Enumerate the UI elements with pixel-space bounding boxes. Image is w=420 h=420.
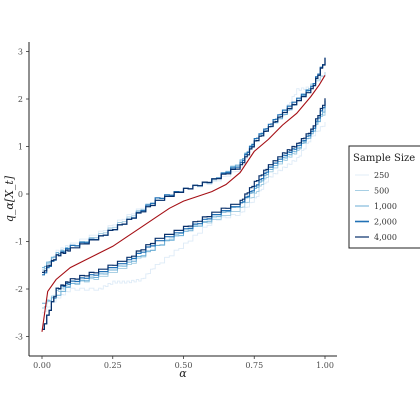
- x-tick-label: 0.00: [33, 361, 51, 370]
- x-tick-label: 1.00: [316, 361, 334, 370]
- confidence-band-lines: [42, 58, 325, 330]
- legend-label-1000: 1,000: [374, 202, 397, 211]
- y-axis-title: q_α[X_t]: [3, 175, 16, 222]
- y-tick-label: -3: [15, 333, 23, 342]
- y-tick-label: -2: [15, 285, 23, 294]
- series-4000-lower-line: [42, 98, 325, 329]
- y-tick-label: 3: [18, 48, 23, 57]
- y-tick-label: 1: [18, 143, 23, 152]
- axes: [29, 42, 337, 356]
- y-tick-label: -1: [15, 238, 23, 247]
- series-2000-upper-line: [42, 58, 325, 275]
- series-4000-upper-line: [42, 58, 325, 273]
- legend: Sample Size 250 500 1,000 2,000 4,000: [349, 146, 420, 248]
- legend-label-2000: 2,000: [374, 218, 397, 227]
- legend-label-250: 250: [374, 171, 389, 180]
- y-tick-label: 2: [18, 95, 23, 104]
- x-axis-title: α: [179, 367, 187, 380]
- series-1000-lower-line: [42, 105, 325, 303]
- series-2000-lower-line: [42, 101, 325, 330]
- legend-label-500: 500: [374, 187, 389, 196]
- x-tick-label: 0.25: [104, 361, 122, 370]
- x-tick-label: 0.75: [245, 361, 263, 370]
- series-250-lower-line: [42, 122, 325, 313]
- legend-label-4000: 4,000: [374, 233, 397, 242]
- y-tick-label: 0: [18, 190, 23, 199]
- legend-title: Sample Size: [353, 153, 415, 164]
